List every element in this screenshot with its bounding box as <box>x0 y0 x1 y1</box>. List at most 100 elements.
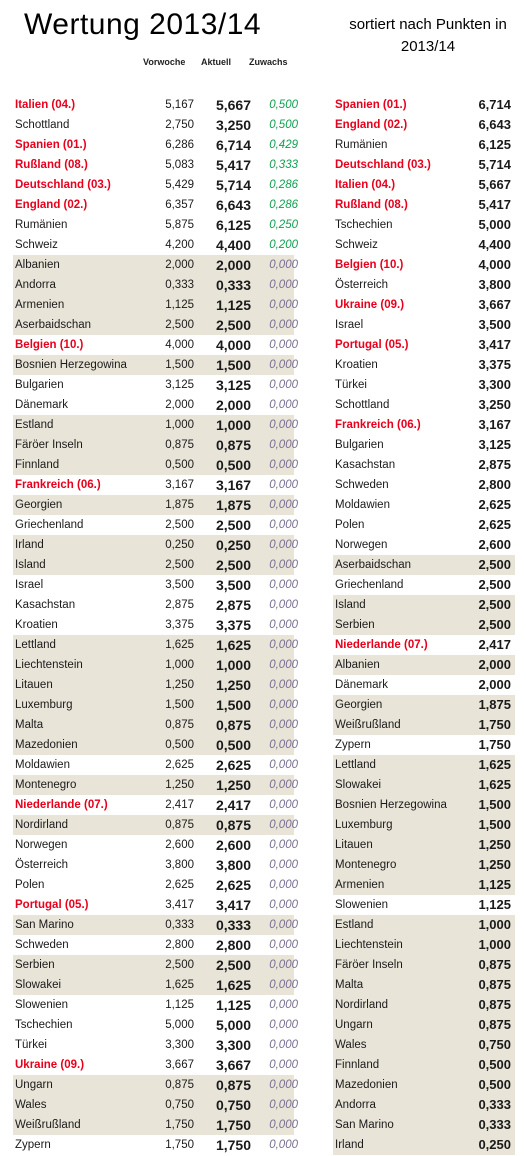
table-row: Armenien 1,125 1,125 0,000 <box>13 295 298 315</box>
vorwoche-value: 1,125 <box>165 299 194 311</box>
table-row: Irland 0,250 <box>333 1135 515 1155</box>
zuwachs-value: 0,000 <box>269 1039 298 1051</box>
country-name: Litauen <box>335 839 373 851</box>
table-row: Belgien (10.) 4,000 <box>333 255 515 275</box>
country-name: Österreich <box>335 279 389 291</box>
country-name: Kasachstan <box>15 599 76 611</box>
table-row: Schottland 2,750 3,250 0,500 <box>13 115 298 135</box>
country-name: Bulgarien <box>15 379 64 391</box>
table-row: Island 2,500 2,500 0,000 <box>13 555 298 575</box>
table-row: Slowenien 1,125 <box>333 895 515 915</box>
punkte-value: 1,250 <box>478 857 511 872</box>
punkte-value: 0,333 <box>478 1097 511 1112</box>
aktuell-value: 3,167 <box>215 477 251 493</box>
table-row: Niederlande (07.) 2,417 <box>333 635 515 655</box>
zuwachs-value: 0,000 <box>269 959 298 971</box>
table-row: Montenegro 1,250 <box>333 855 515 875</box>
table-row: Israel 3,500 3,500 0,000 <box>13 575 298 595</box>
country-name: Italien (04.) <box>335 179 396 191</box>
vorwoche-value: 3,667 <box>165 1059 194 1071</box>
country-name: Polen <box>15 879 45 891</box>
table-row: Mazedonien 0,500 0,500 0,000 <box>13 735 298 755</box>
country-name: Irland <box>15 539 44 551</box>
country-name: Nordirland <box>335 999 389 1011</box>
zuwachs-value: 0,500 <box>269 119 298 131</box>
table-row: Nordirland 0,875 0,875 0,000 <box>13 815 298 835</box>
vorwoche-value: 3,375 <box>165 619 194 631</box>
country-name: Rumänien <box>335 139 388 151</box>
vorwoche-value: 2,625 <box>165 879 194 891</box>
zuwachs-value: 0,000 <box>269 439 298 451</box>
table-row: England (02.) 6,357 6,643 0,286 <box>13 195 298 215</box>
aktuell-value: 1,000 <box>215 417 251 433</box>
table-row: Rußland (08.) 5,083 5,417 0,333 <box>13 155 298 175</box>
country-name: Frankreich (06.) <box>15 479 101 491</box>
country-name: Wales <box>15 1099 47 1111</box>
zuwachs-value: 0,000 <box>269 699 298 711</box>
country-name: Spanien (01.) <box>15 139 87 151</box>
punkte-value: 1,125 <box>478 877 511 892</box>
aktuell-value: 0,500 <box>215 737 251 753</box>
table-row: Rumänien 5,875 6,125 0,250 <box>13 215 298 235</box>
country-name: Niederlande (07.) <box>15 799 108 811</box>
table-row: Lettland 1,625 <box>333 755 515 775</box>
table-row: Spanien (01.) 6,286 6,714 0,429 <box>13 135 298 155</box>
punkte-value: 2,625 <box>478 517 511 532</box>
country-name: Slowenien <box>335 899 389 911</box>
country-name: Ungarn <box>15 1079 53 1091</box>
table-row: Ukraine (09.) 3,667 <box>333 295 515 315</box>
table-row: Irland 0,250 0,250 0,000 <box>13 535 298 555</box>
zuwachs-value: 0,286 <box>269 199 298 211</box>
punkte-value: 6,125 <box>478 137 511 152</box>
country-name: Finnland <box>15 459 60 471</box>
table-row: Bosnien Herzegowina 1,500 <box>333 795 515 815</box>
aktuell-value: 3,250 <box>215 117 251 133</box>
table-row: Frankreich (06.) 3,167 3,167 0,000 <box>13 475 298 495</box>
punkte-value: 3,250 <box>478 397 511 412</box>
punkte-value: 1,750 <box>478 717 511 732</box>
aktuell-value: 0,875 <box>215 1077 251 1093</box>
table-row: Malta 0,875 0,875 0,000 <box>13 715 298 735</box>
vorwoche-value: 2,500 <box>165 519 194 531</box>
zuwachs-value: 0,200 <box>269 239 298 251</box>
zuwachs-value: 0,000 <box>269 319 298 331</box>
country-name: Österreich <box>15 859 69 871</box>
table-row: Italien (04.) 5,667 <box>333 175 515 195</box>
punkte-value: 2,500 <box>478 577 511 592</box>
table-row: Moldawien 2,625 <box>333 495 515 515</box>
zuwachs-value: 0,000 <box>269 579 298 591</box>
table-row: Griechenland 2,500 2,500 0,000 <box>13 515 298 535</box>
country-name: Färöer Inseln <box>335 959 403 971</box>
country-name: Georgien <box>15 499 63 511</box>
table-row: Albanien 2,000 <box>333 655 515 675</box>
table-row: Zypern 1,750 1,750 0,000 <box>13 1135 298 1155</box>
country-name: Slowakei <box>15 979 62 991</box>
table-row: Rußland (08.) 5,417 <box>333 195 515 215</box>
table-row: Georgien 1,875 <box>333 695 515 715</box>
table-row: Luxemburg 1,500 1,500 0,000 <box>13 695 298 715</box>
vorwoche-value: 5,875 <box>165 219 194 231</box>
zuwachs-value: 0,000 <box>269 919 298 931</box>
punkte-value: 1,625 <box>478 757 511 772</box>
table-row: Österreich 3,800 3,800 0,000 <box>13 855 298 875</box>
zuwachs-value: 0,000 <box>269 859 298 871</box>
country-name: Bosnien Herzegowina <box>15 359 127 371</box>
country-name: Portugal (05.) <box>335 339 409 351</box>
table-row: Bulgarien 3,125 <box>333 435 515 455</box>
table-row: Türkei 3,300 <box>333 375 515 395</box>
punkte-value: 0,250 <box>478 1137 511 1152</box>
table-row: Israel 3,500 <box>333 315 515 335</box>
aktuell-value: 2,500 <box>215 517 251 533</box>
country-name: England (02.) <box>335 119 408 131</box>
table-row: Polen 2,625 <box>333 515 515 535</box>
country-name: Albanien <box>335 659 380 671</box>
country-name: Montenegro <box>335 859 397 871</box>
aktuell-value: 3,500 <box>215 577 251 593</box>
zuwachs-value: 0,000 <box>269 799 298 811</box>
table-row: Litauen 1,250 1,250 0,000 <box>13 675 298 695</box>
country-name: Griechenland <box>15 519 84 531</box>
country-name: Dänemark <box>335 679 389 691</box>
aktuell-value: 2,600 <box>215 837 251 853</box>
table-row: Finnland 0,500 <box>333 1055 515 1075</box>
vorwoche-value: 6,357 <box>165 199 194 211</box>
